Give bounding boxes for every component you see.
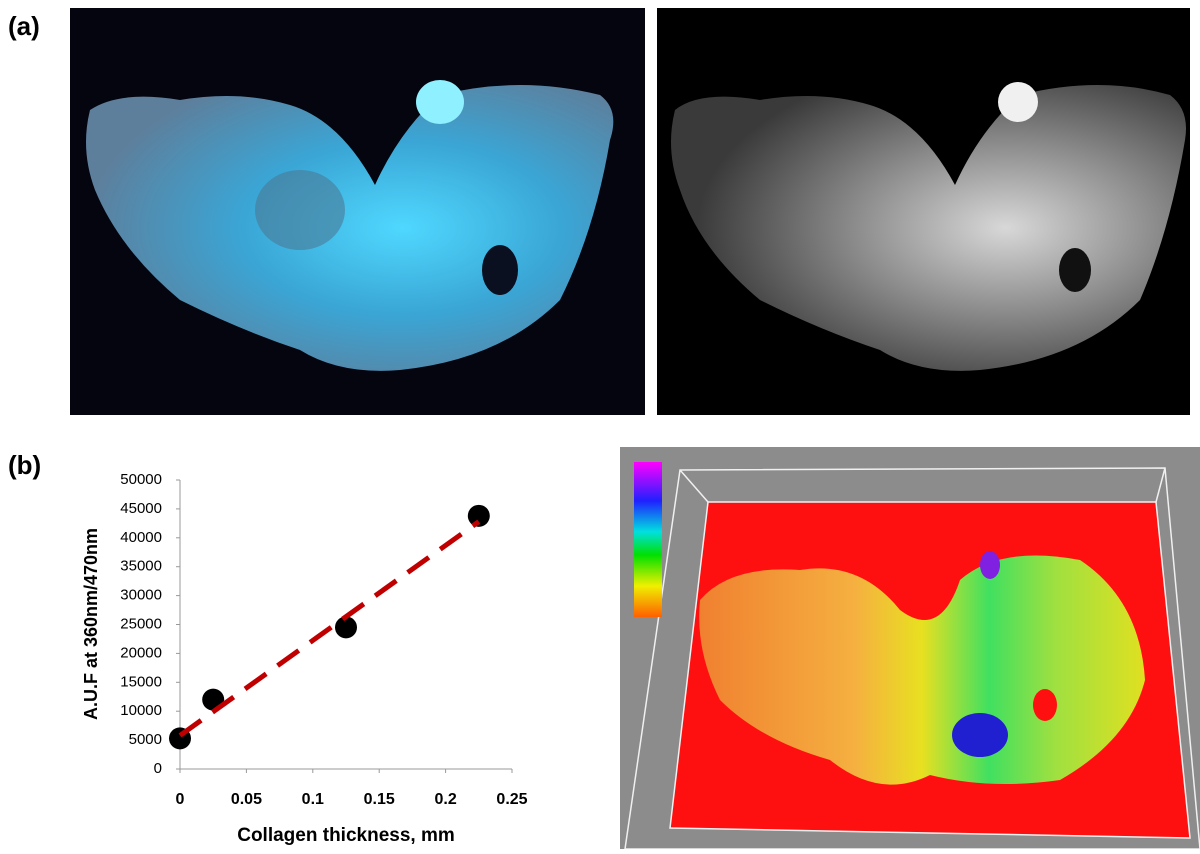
y-tick-label: 10000 xyxy=(120,702,162,719)
y-tick-label: 20000 xyxy=(120,644,162,661)
y-tick-label: 0 xyxy=(154,760,162,777)
x-tick-label: 0.15 xyxy=(364,791,395,808)
y-tick-label: 40000 xyxy=(120,529,162,546)
x-tick-label: 0 xyxy=(176,791,185,808)
heatmap-3d xyxy=(620,447,1200,849)
y-axis-label: A.U.F at 360nm/470nm xyxy=(81,528,101,720)
x-tick-label: 0.05 xyxy=(231,791,262,808)
figure: (a) (b) A.U.F at 360nm/470nm Collagen th… xyxy=(0,0,1200,849)
y-tick-label: 25000 xyxy=(120,615,162,632)
y-tick-label: 50000 xyxy=(120,471,162,488)
panel-label: (b) xyxy=(8,450,41,480)
y-tick-label: 5000 xyxy=(129,731,162,748)
trend-line xyxy=(180,522,479,736)
x-tick-label: 0.2 xyxy=(434,791,456,808)
y-tick-label: 15000 xyxy=(120,673,162,690)
y-tick-label: 35000 xyxy=(120,558,162,575)
y-tick-label: 45000 xyxy=(120,500,162,517)
scatter-chart: A.U.F at 360nm/470nm Collagen thickness,… xyxy=(81,471,528,846)
x-tick-label: 0.25 xyxy=(496,791,527,808)
y-tick-label: 30000 xyxy=(120,587,162,604)
grayscale-image xyxy=(657,8,1190,415)
x-tick-label: 0.1 xyxy=(302,791,324,808)
panel-label: (a) xyxy=(8,11,40,41)
x-axis-label: Collagen thickness, mm xyxy=(237,825,455,846)
fluorescence-image xyxy=(70,8,645,415)
